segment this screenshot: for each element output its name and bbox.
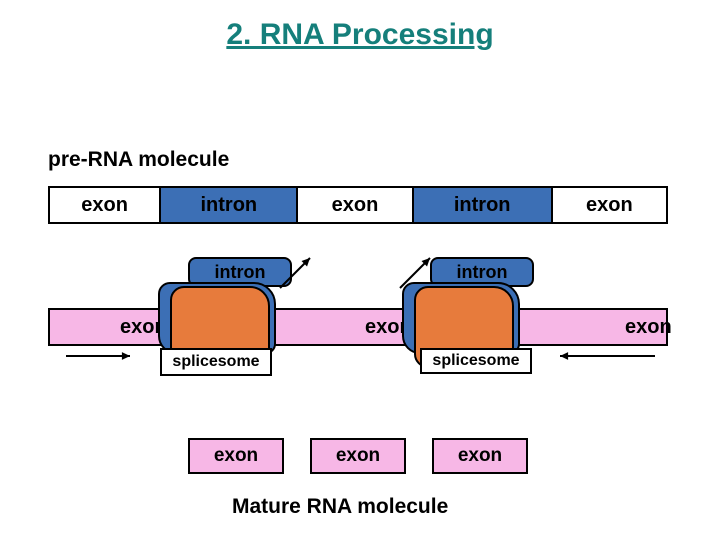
mature-exon: exon	[432, 438, 528, 474]
splicesome-label: splicesome	[160, 348, 272, 376]
splicesome-label: splicesome	[420, 348, 532, 374]
exon-segment: exon	[298, 188, 413, 222]
pre-rna-strip: exonintronexonintronexon	[48, 186, 668, 224]
intron-segment: intron	[414, 188, 553, 222]
title-text: 2. RNA Processing	[226, 18, 493, 51]
mature-exon: exon	[310, 438, 406, 474]
page-title: 2. RNA Processing	[0, 0, 720, 52]
exon-segment: exon	[553, 188, 666, 222]
pre-rna-label: pre-RNA molecule	[48, 148, 229, 172]
splicing-strip: exonexonexon	[48, 308, 668, 346]
mature-rna-label-text: Mature RNA molecule	[232, 495, 448, 518]
mature-exon: exon	[188, 438, 284, 474]
exon-segment: exon	[50, 188, 161, 222]
mature-rna-label: Mature RNA molecule	[232, 495, 448, 519]
exon-label: exon	[625, 316, 672, 339]
pre-rna-label-text: pre-RNA molecule	[48, 148, 229, 171]
intron-segment: intron	[161, 188, 298, 222]
